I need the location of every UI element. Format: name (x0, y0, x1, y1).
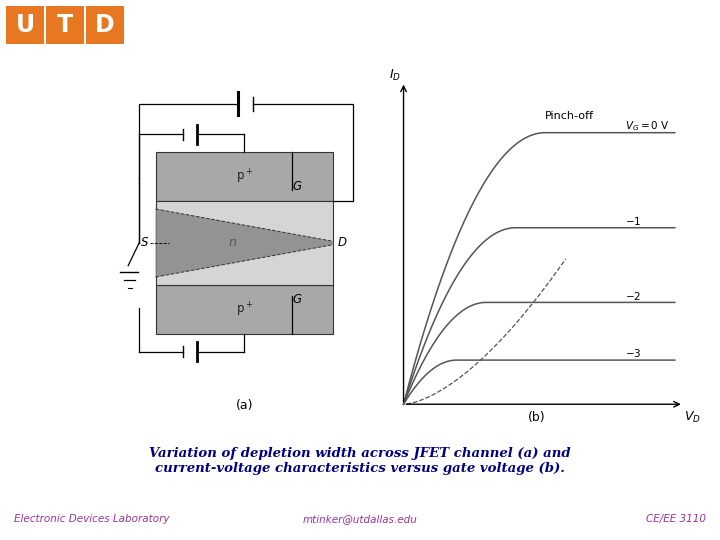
Text: $V_D$: $V_D$ (684, 410, 701, 426)
Text: Variation of depletion width across JFET channel (a) and
current-voltage charact: Variation of depletion width across JFET… (149, 447, 571, 475)
Text: D: D (95, 12, 114, 37)
FancyBboxPatch shape (6, 5, 44, 44)
Text: Low Frequency Characteristics of JFETs: Low Frequency Characteristics of JFETs (140, 15, 584, 34)
Polygon shape (156, 285, 333, 334)
Polygon shape (156, 209, 333, 277)
Text: D: D (338, 237, 346, 249)
Text: $-2$: $-2$ (625, 289, 641, 302)
Text: $V_G = 0\ \mathrm{V}$: $V_G = 0\ \mathrm{V}$ (625, 119, 670, 133)
Text: $\mathregular{p^+}$: $\mathregular{p^+}$ (236, 300, 253, 319)
Text: S: S (141, 237, 149, 249)
Text: G: G (292, 180, 302, 193)
Polygon shape (156, 152, 333, 201)
Polygon shape (156, 201, 333, 285)
Text: n: n (228, 237, 236, 249)
Text: G: G (292, 293, 302, 306)
Text: $-1$: $-1$ (625, 215, 641, 227)
FancyBboxPatch shape (86, 5, 124, 44)
Text: T: T (57, 12, 73, 37)
Text: CE/EE 3110: CE/EE 3110 (646, 514, 706, 524)
Text: (a): (a) (235, 399, 253, 411)
Text: Pinch-off: Pinch-off (545, 111, 594, 121)
FancyBboxPatch shape (46, 5, 84, 44)
Text: U: U (15, 12, 35, 37)
Text: $-3$: $-3$ (625, 347, 641, 359)
Text: $I_D$: $I_D$ (389, 68, 401, 83)
Text: mtinker@utdallas.edu: mtinker@utdallas.edu (302, 514, 418, 524)
Text: Electronic Devices Laboratory: Electronic Devices Laboratory (14, 514, 170, 524)
Text: (b): (b) (528, 411, 545, 424)
Text: $\mathregular{p^+}$: $\mathregular{p^+}$ (236, 167, 253, 186)
